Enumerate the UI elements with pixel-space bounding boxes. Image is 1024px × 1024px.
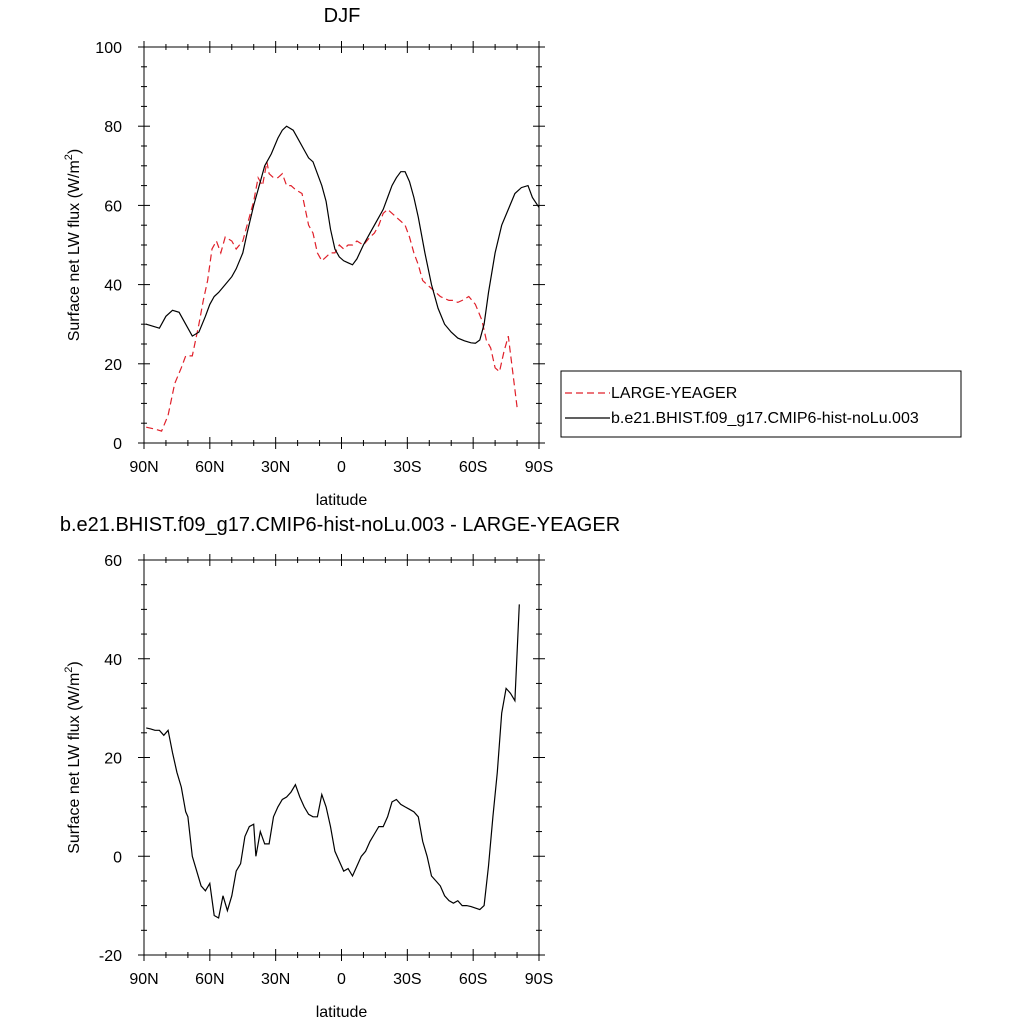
y-tick-label: 80 [104,119,122,136]
y-axis-label-main: Surface net LW flux (W/m [66,160,83,341]
x-tick-label: 30N [261,971,290,988]
x-tick-label: 90N [129,459,158,476]
x-tick-label: 60S [459,971,487,988]
x-tick-label: 30S [393,971,421,988]
y-axis-label-superscript: 2 [63,154,75,160]
x-tick-label: 30N [261,459,290,476]
x-tick-label: 60N [195,459,224,476]
y-axis-label: Surface net LW flux (W/m2) [63,149,83,342]
series-line-1 [146,161,518,432]
series-line-1 [146,604,520,919]
chart-bottom-panel: b.e21.BHIST.f09_g17.CMIP6-hist-noLu.003 … [60,514,620,1021]
series-line-2 [146,125,540,344]
x-tick-label: 30S [393,459,421,476]
y-axis-label-superscript: 2 [63,667,75,673]
x-tick-label: 60S [459,459,487,476]
x-tick-label: 90S [525,971,553,988]
legend-box [560,370,962,438]
chart-title: b.e21.BHIST.f09_g17.CMIP6-hist-noLu.003 … [60,514,620,536]
y-tick-label: 20 [104,751,122,768]
y-tick-label: 40 [104,278,122,295]
plot-frame [143,559,540,956]
chart-legend: LARGE-YEAGER b.e21.BHIST.f09_g17.CMIP6-hi… [560,370,962,438]
y-tick-label: 20 [104,357,122,374]
y-axis-label: Surface net LW flux (W/m2) [63,661,83,854]
legend-entry-label: b.e21.BHIST.f09_g17.CMIP6-hist-noLu.003 [611,410,919,427]
y-tick-label: 100 [95,40,122,57]
x-tick-label: 0 [337,459,346,476]
y-axis-label-close: ) [66,661,83,666]
y-tick-label: 60 [104,198,122,215]
chart-top-panel: DJF 90N 60N 30N 0 30S 60S 90S 0 20 40 60 80 100 latitu… [63,5,553,509]
x-axis-label: latitude [316,492,368,509]
y-tick-label: 40 [104,652,122,669]
y-axis-label-close: ) [66,149,83,154]
y-tick-label: -20 [99,948,122,965]
chart-title: DJF [324,5,361,27]
x-axis-label: latitude [316,1004,368,1021]
legend-entry-label: LARGE-YEAGER [611,385,737,402]
y-tick-label: 0 [113,849,122,866]
x-tick-label: 90S [525,459,553,476]
y-tick-label: 0 [113,436,122,453]
plot-frame [143,46,540,444]
y-axis-label-main: Surface net LW flux (W/m [66,673,83,854]
x-tick-label: 90N [129,971,158,988]
y-tick-label: 60 [104,553,122,570]
x-tick-label: 0 [337,971,346,988]
x-tick-label: 60N [195,971,224,988]
